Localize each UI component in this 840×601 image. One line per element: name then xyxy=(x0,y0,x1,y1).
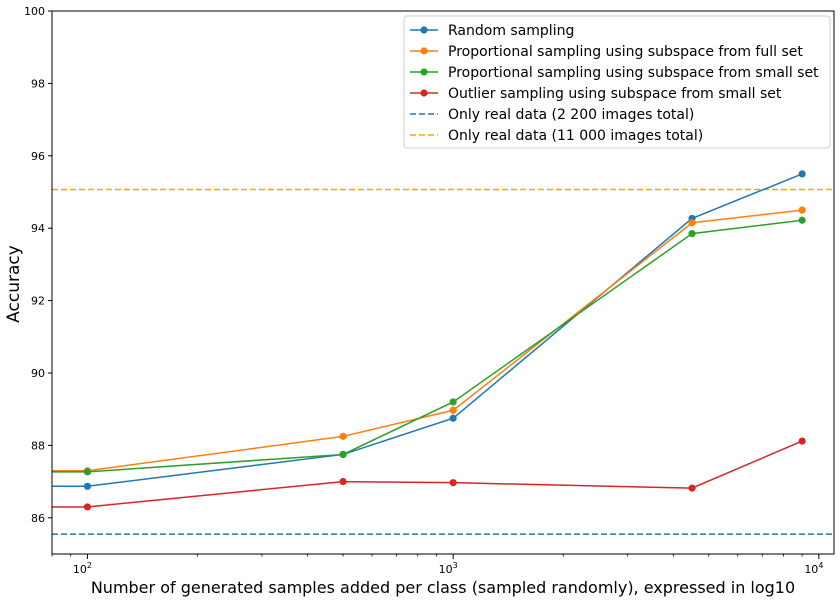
legend-marker xyxy=(420,47,428,55)
data-point xyxy=(449,479,457,487)
legend-label: Only real data (11 000 images total) xyxy=(448,128,703,144)
plot-frame xyxy=(51,10,835,555)
legend-marker xyxy=(420,26,428,34)
data-point xyxy=(339,450,347,459)
data-point xyxy=(339,478,347,486)
y-tick-label: 98 xyxy=(31,77,45,90)
y-tick-label: 88 xyxy=(31,439,45,452)
x-tick-label: 103 xyxy=(439,561,458,576)
data-point xyxy=(688,230,696,238)
legend-label: Random sampling xyxy=(448,23,574,39)
x-axis-title: Number of generated samples added per cl… xyxy=(91,578,795,597)
legend: Random sampling Proportional sampling usi… xyxy=(403,15,831,149)
data-point xyxy=(83,482,92,490)
data-point xyxy=(798,206,806,214)
data-point xyxy=(83,503,92,511)
legend-marker xyxy=(420,68,428,76)
x-axis: 102 103 104 xyxy=(51,554,823,576)
data-point xyxy=(798,170,806,178)
y-tick-label: 90 xyxy=(31,367,45,380)
data-point xyxy=(339,432,347,440)
y-axis: 86 88 90 92 94 96 98 100 xyxy=(24,5,52,525)
series-line xyxy=(52,219,803,473)
legend-label: Outlier sampling using subspace from sma… xyxy=(448,86,782,102)
legend-label: Only real data (2 200 images total) xyxy=(448,107,694,123)
legend-label: Proportional sampling using subspace fro… xyxy=(448,65,819,81)
y-tick-label: 86 xyxy=(31,512,45,525)
legend-label: Proportional sampling using subspace fro… xyxy=(448,44,803,60)
data-point xyxy=(798,437,806,445)
data-point xyxy=(449,414,457,422)
y-tick-label: 92 xyxy=(31,295,45,308)
series-line xyxy=(52,209,803,472)
plot-area xyxy=(52,170,834,535)
data-point xyxy=(798,216,806,224)
x-tick-label: 104 xyxy=(804,561,823,576)
legend-box xyxy=(403,15,831,149)
y-axis-title: Accuracy xyxy=(4,245,24,323)
series-line xyxy=(52,173,803,488)
y-tick-label: 94 xyxy=(31,222,45,235)
data-point xyxy=(449,398,457,406)
data-point xyxy=(449,406,457,414)
legend-marker xyxy=(420,89,428,97)
data-point xyxy=(688,219,696,227)
y-tick-label: 96 xyxy=(31,150,45,163)
series-line xyxy=(52,440,803,508)
y-tick-label: 100 xyxy=(24,5,45,18)
data-point xyxy=(688,484,696,492)
x-tick-label: 102 xyxy=(73,561,92,576)
data-point xyxy=(83,468,92,476)
